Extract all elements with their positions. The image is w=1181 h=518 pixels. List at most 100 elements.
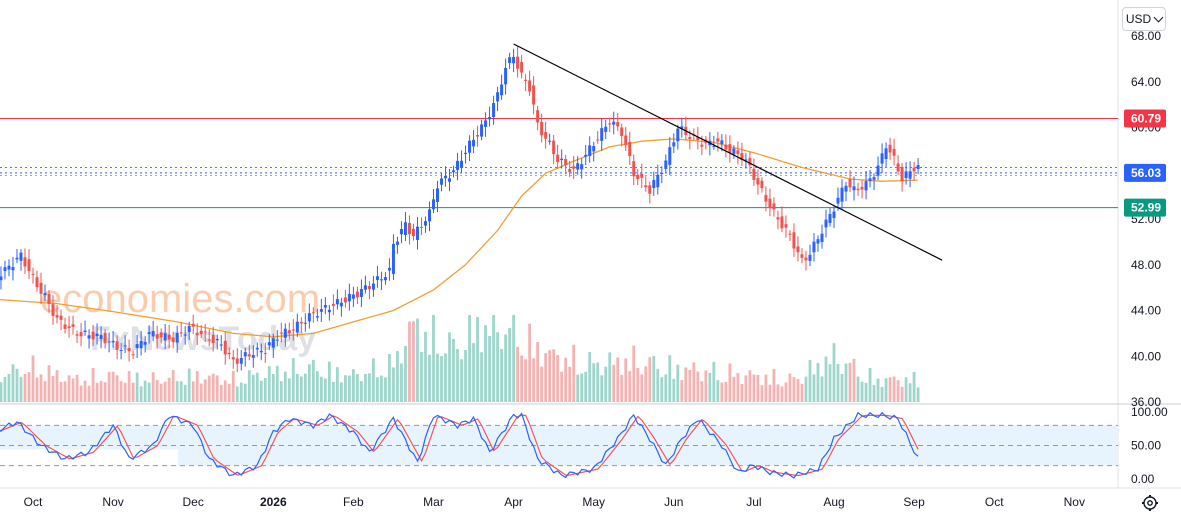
volume-bar <box>3 377 7 402</box>
moving-average-line <box>0 138 919 338</box>
volume-bar <box>772 368 776 402</box>
candle-body <box>760 180 764 189</box>
volume-bar <box>892 376 896 402</box>
candle-body <box>199 330 203 335</box>
volume-bar <box>540 366 544 402</box>
candle-body <box>143 341 147 345</box>
candle-body <box>528 80 532 92</box>
candle-body <box>852 186 856 191</box>
volume-bar <box>303 373 307 402</box>
price-tick-label: 36.00 <box>1131 395 1161 409</box>
candle-body <box>79 332 83 337</box>
candle-body <box>500 84 504 96</box>
volume-bar <box>55 370 59 402</box>
volume-bar <box>668 355 672 402</box>
candle-body <box>752 168 756 180</box>
volume-bar <box>39 374 43 402</box>
volume-bar <box>111 371 115 402</box>
candle-body <box>676 128 680 142</box>
candle-body <box>127 348 131 352</box>
candle-body <box>0 276 3 281</box>
candle-body <box>748 158 752 166</box>
candle-body <box>195 333 199 336</box>
volume-bar <box>251 374 255 402</box>
candle-body <box>419 226 423 228</box>
volume-bar <box>460 359 463 402</box>
volume-bar <box>464 350 467 402</box>
volume-bar <box>808 359 812 402</box>
candle-body <box>231 357 235 360</box>
volume-bar <box>692 362 696 402</box>
candle-body <box>820 233 824 243</box>
candle-body <box>876 165 880 176</box>
candle-body <box>460 160 464 168</box>
volume-bar <box>472 343 475 402</box>
candle-body <box>187 326 191 333</box>
volume-bar <box>87 385 91 402</box>
volume-bar <box>436 353 439 402</box>
time-axis[interactable]: Oct Nov Dec 2026 Feb Mar Apr May Jun Jul Aug Sep Oct… <box>24 495 1085 509</box>
candle-body <box>151 331 155 337</box>
volume-bar <box>700 381 704 402</box>
volume-bar <box>788 373 792 402</box>
candle-body <box>35 277 39 288</box>
candle-body <box>291 329 295 331</box>
volume-bar <box>548 350 552 402</box>
volume-bar <box>624 358 628 402</box>
candle-body <box>347 293 351 302</box>
volume-bar <box>876 378 880 402</box>
volume-bar <box>696 371 700 402</box>
candle-body <box>331 303 335 306</box>
candle-body <box>480 124 484 137</box>
candle-body <box>436 188 440 202</box>
volume-bar <box>884 378 888 402</box>
settings-gear-icon[interactable] <box>1141 494 1159 512</box>
volume-bars <box>0 315 920 402</box>
candle-body <box>664 160 668 169</box>
candle-body <box>912 167 916 172</box>
trendline <box>513 43 943 261</box>
candle-body <box>155 334 159 339</box>
candle-body <box>776 217 780 220</box>
volume-bar <box>880 387 884 402</box>
candle-body <box>427 209 431 222</box>
trendline-drawing[interactable] <box>513 43 943 261</box>
volume-bar <box>508 328 511 402</box>
volume-bar <box>824 356 828 402</box>
candle-body <box>772 203 776 210</box>
volume-bar <box>31 355 35 402</box>
volume-bar <box>219 384 223 402</box>
candle-body <box>652 180 656 189</box>
time-tick-label: Jul <box>746 495 761 509</box>
volume-bar <box>844 363 848 402</box>
time-tick-label: Oct <box>985 495 1004 509</box>
volume-bar <box>67 375 71 402</box>
volume-bar <box>259 380 263 402</box>
volume-bar <box>151 372 155 402</box>
candle-body <box>712 146 716 148</box>
volume-bar <box>812 374 816 402</box>
volume-bar <box>267 366 271 402</box>
candle-body <box>736 150 740 155</box>
candle-body <box>624 135 628 146</box>
time-tick-label: Sep <box>903 495 925 509</box>
volume-bar <box>520 355 524 402</box>
currency-label: USD <box>1125 12 1152 26</box>
price-tag-52.99 <box>1124 198 1166 217</box>
volume-bar <box>768 384 772 402</box>
horizontal-levels[interactable] <box>0 117 1118 209</box>
volume-bar <box>604 366 608 402</box>
volume-bar <box>183 384 187 402</box>
candle-body <box>688 136 692 140</box>
currency-selector[interactable]: USD <box>1122 7 1166 31</box>
price-axis[interactable]: 68.0064.0060.0056.0052.0048.0044.0040.00… <box>1131 29 1161 409</box>
volume-bar <box>59 381 63 402</box>
candle-body <box>387 267 391 271</box>
candle-body <box>824 219 828 228</box>
volume-bar <box>672 378 676 402</box>
candle-body <box>259 350 263 353</box>
volume-bar <box>724 381 728 402</box>
volume-bar <box>404 345 407 402</box>
